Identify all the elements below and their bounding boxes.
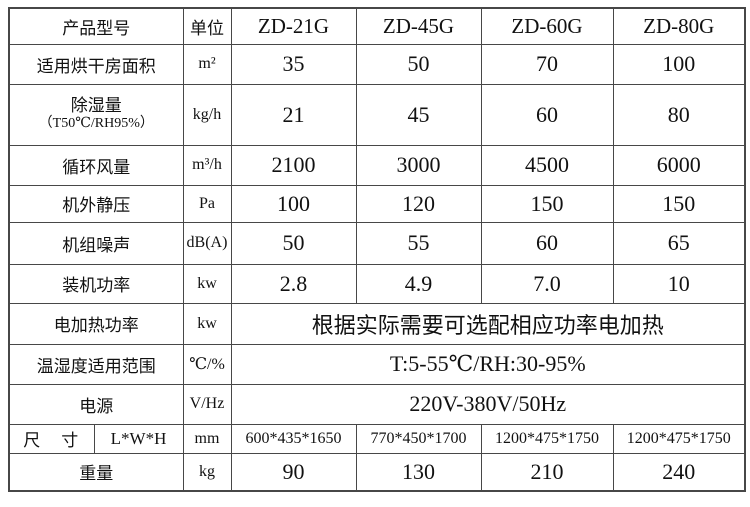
header-row: 产品型号 单位 ZD-21G ZD-45G ZD-60G ZD-80G [8, 7, 746, 45]
value-cell: 21 [230, 83, 357, 146]
value-cell: 240 [612, 452, 746, 492]
table-row-airflow: 循环风量 m³/h 2100 3000 4500 6000 [8, 144, 746, 186]
header-product-model: 产品型号 [8, 7, 184, 45]
value-cell: 3000 [355, 144, 482, 186]
value-cell: 1200*475*1750 [480, 423, 614, 454]
value-cell: 55 [355, 221, 482, 265]
row-label-line1: 除湿量 [70, 95, 122, 115]
value-cell: 50 [355, 43, 482, 85]
value-cell: 35 [230, 43, 357, 85]
row-label: 温湿度适用范围 [8, 343, 184, 385]
value-cell: 90 [230, 452, 357, 492]
table-row-dimensions: 尺 寸 L*W*H mm 600*435*1650 770*450*1700 1… [8, 423, 746, 454]
header-model-zd21g: ZD-21G [230, 7, 357, 45]
product-spec-table: 产品型号 单位 ZD-21G ZD-45G ZD-60G ZD-80G 适用烘干… [8, 7, 746, 492]
unit-cell: ℃/% [182, 343, 232, 385]
unit-cell: kw [182, 263, 232, 304]
unit-cell: kg/h [182, 83, 232, 146]
unit-cell: V/Hz [182, 383, 232, 425]
header-model-zd60g: ZD-60G [480, 7, 614, 45]
unit-cell: mm [182, 423, 232, 454]
span-value-cell: 220V-380V/50Hz [230, 383, 746, 425]
value-cell: 150 [612, 184, 746, 223]
value-cell: 1200*475*1750 [612, 423, 746, 454]
row-label-size: 尺 寸 [8, 423, 95, 454]
value-cell: 10 [612, 263, 746, 304]
table-row-static-pressure: 机外静压 Pa 100 120 150 150 [8, 184, 746, 223]
value-cell: 130 [355, 452, 482, 492]
value-cell: 65 [612, 221, 746, 265]
value-cell: 2.8 [230, 263, 357, 304]
row-label: 装机功率 [8, 263, 184, 304]
table-row-temp-humidity-range: 温湿度适用范围 ℃/% T:5-55℃/RH:30-95% [8, 343, 746, 385]
span-value-cell: 根据实际需要可选配相应功率电加热 [230, 302, 746, 345]
table-row-dehumidification: 除湿量 （T50℃/RH95%） kg/h 21 45 60 80 [8, 83, 746, 146]
value-cell: 100 [612, 43, 746, 85]
value-cell: 60 [480, 221, 614, 265]
unit-cell: dB(A) [182, 221, 232, 265]
value-cell: 4500 [480, 144, 614, 186]
unit-cell: kg [182, 452, 232, 492]
table-row-area: 适用烘干房面积 m² 35 50 70 100 [8, 43, 746, 85]
value-cell: 120 [355, 184, 482, 223]
header-model-zd80g: ZD-80G [612, 7, 746, 45]
value-cell: 210 [480, 452, 614, 492]
value-cell: 4.9 [355, 263, 482, 304]
value-cell: 600*435*1650 [230, 423, 357, 454]
row-label: 电加热功率 [8, 302, 184, 345]
value-cell: 60 [480, 83, 614, 146]
value-cell: 2100 [230, 144, 357, 186]
table-row-heating-power: 电加热功率 kw 根据实际需要可选配相应功率电加热 [8, 302, 746, 345]
row-label: 电源 [8, 383, 184, 425]
table-row-installed-power: 装机功率 kw 2.8 4.9 7.0 10 [8, 263, 746, 304]
unit-cell: m³/h [182, 144, 232, 186]
table-row-weight: 重量 kg 90 130 210 240 [8, 452, 746, 492]
unit-cell: kw [182, 302, 232, 345]
unit-cell: Pa [182, 184, 232, 223]
row-label: 适用烘干房面积 [8, 43, 184, 85]
row-label-line2: （T50℃/RH95%） [38, 116, 154, 132]
row-label: 循环风量 [8, 144, 184, 186]
header-model-zd45g: ZD-45G [355, 7, 482, 45]
unit-cell: m² [182, 43, 232, 85]
row-label: 重量 [8, 452, 184, 492]
value-cell: 100 [230, 184, 357, 223]
value-cell: 150 [480, 184, 614, 223]
row-label-lwh: L*W*H [93, 423, 184, 454]
row-label: 机组噪声 [8, 221, 184, 265]
header-unit: 单位 [182, 7, 232, 45]
value-cell: 50 [230, 221, 357, 265]
value-cell: 70 [480, 43, 614, 85]
value-cell: 45 [355, 83, 482, 146]
table-row-power-supply: 电源 V/Hz 220V-380V/50Hz [8, 383, 746, 425]
row-label: 机外静压 [8, 184, 184, 223]
value-cell: 7.0 [480, 263, 614, 304]
span-value-cell: T:5-55℃/RH:30-95% [230, 343, 746, 385]
value-cell: 6000 [612, 144, 746, 186]
value-cell: 80 [612, 83, 746, 146]
table-row-noise: 机组噪声 dB(A) 50 55 60 65 [8, 221, 746, 265]
row-label: 除湿量 （T50℃/RH95%） [8, 83, 184, 146]
value-cell: 770*450*1700 [355, 423, 482, 454]
